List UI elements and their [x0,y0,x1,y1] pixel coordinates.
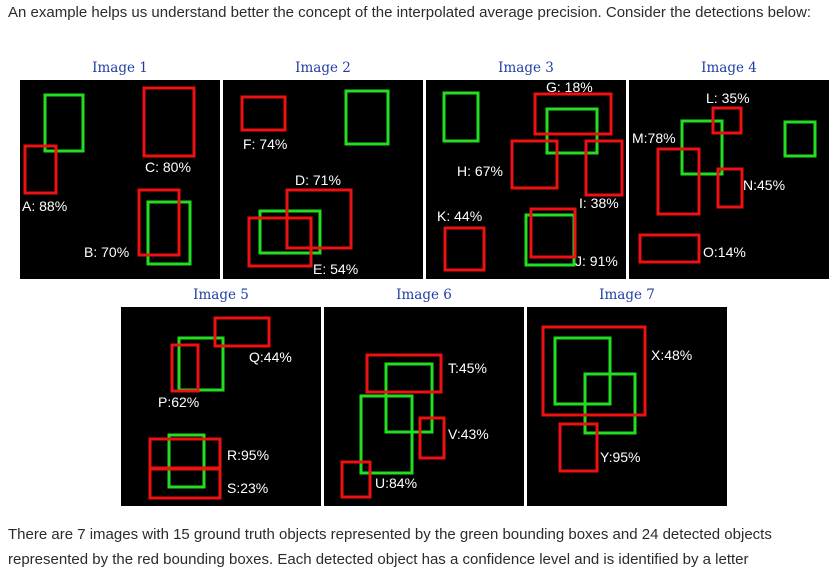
image-2-caption: Image 2 [295,60,351,76]
ground-truth-box [553,336,612,406]
ground-truth-box [384,362,434,434]
detection-box-b [137,188,181,257]
label-f: F: 74% [243,136,287,152]
image-1-caption: Image 1 [92,60,148,76]
detection-box-c [142,86,196,158]
detection-box-u [340,460,372,499]
detection-box-a [23,144,58,195]
image-4-panel: L: 35% M:78% N:45% O:14% [629,80,829,279]
label-i: I: 38% [579,195,619,211]
image-6-caption: Image 6 [396,287,452,303]
detection-box-g [533,92,613,136]
detection-box-j [529,207,577,259]
detection-box-r [148,437,222,471]
label-p: P:62% [158,394,199,410]
label-a: A: 88% [22,198,67,214]
image-1-panel: C: 80% A: 88% B: 70% [20,80,220,279]
detection-box-l [711,106,743,135]
summary-paragraph: There are 7 images with 15 ground truth … [8,526,772,568]
image-7-panel: X:48% Y:95% [527,307,727,506]
detection-box-i [584,139,624,197]
ground-truth-box [167,433,206,489]
detection-box-m [656,147,701,216]
detection-box-o [638,233,701,264]
label-d: D: 71% [295,172,341,188]
label-y: Y:95% [600,449,640,465]
label-c: C: 80% [145,159,191,175]
detection-box-e [247,216,313,268]
ground-truth-box [177,336,225,392]
detection-box-h [510,139,559,190]
label-x: X:48% [651,347,692,363]
label-q: Q:44% [249,349,292,365]
detection-box-f [240,95,287,132]
image-5-caption: Image 5 [193,287,249,303]
label-r: R:95% [227,447,269,463]
ground-truth-box [258,209,322,255]
ground-truth-box [43,93,85,153]
label-e: E: 54% [313,261,358,277]
label-t: T:45% [448,360,487,376]
detection-box-x [541,325,647,417]
ground-truth-box [545,107,599,155]
label-j: J: 91% [575,253,618,269]
label-v: V:43% [448,426,489,442]
detection-box-t [365,353,443,394]
detection-box-s [148,466,222,500]
label-b: B: 70% [84,244,129,260]
ground-truth-box [344,89,390,146]
detection-box-k [443,226,486,272]
label-l: L: 35% [706,90,750,106]
image-7-caption: Image 7 [599,287,655,303]
label-n: N:45% [743,177,785,193]
image-4-caption: Image 4 [701,60,757,76]
image-5-panel: Q:44% P:62% R:95% S:23% [121,307,321,506]
label-u: U:84% [375,475,417,491]
image-2-panel: F: 74% D: 71% E: 54% [223,80,423,279]
label-g: G: 18% [546,80,593,95]
ground-truth-box [442,91,480,143]
intro-paragraph: An example helps us understand better th… [8,4,812,21]
detection-box-p [170,343,200,393]
image-3-panel: G: 18% H: 67% I: 38% K: 44% J: 91% [426,80,626,279]
label-s: S:23% [227,480,268,496]
image-3-caption: Image 3 [498,60,554,76]
ground-truth-box [783,120,817,158]
label-m: M:78% [632,130,676,146]
label-o: O:14% [703,244,746,260]
detection-box-v [418,416,446,460]
ground-truth-box [359,394,414,475]
detection-box-n [716,167,744,209]
detection-box-q [213,316,271,348]
ground-truth-box [583,372,637,435]
detection-box-y [558,422,599,473]
label-h: H: 67% [457,163,503,179]
image-6-panel: T:45% V:43% U:84% [324,307,524,506]
ground-truth-box [146,200,192,266]
label-k: K: 44% [437,208,482,224]
